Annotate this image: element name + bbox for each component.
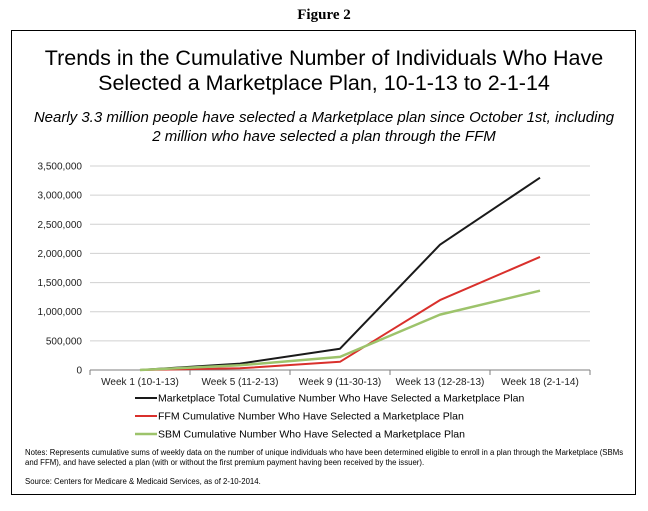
y-tick-label: 3,000,000 <box>38 191 83 202</box>
series-line-2 <box>139 255 541 371</box>
legend-label-1: Marketplace Total Cumulative Number Who … <box>158 393 524 405</box>
x-tick-label: Week 9 (11-30-13) <box>299 377 381 388</box>
legend-layer: Marketplace Total Cumulative Number Who … <box>135 393 524 441</box>
figure-frame <box>11 30 636 495</box>
y-tick-label: 2,500,000 <box>38 220 83 231</box>
legend-label-3: SBM Cumulative Number Who Have Selected … <box>158 429 465 441</box>
chart-subtitle-line-2: 2 million who have selected a plan throu… <box>152 128 496 145</box>
x-tick-label: Week 18 (2-1-14) <box>501 377 579 388</box>
y-tick-label: 3,500,000 <box>38 162 83 173</box>
chart-title-line-1: Trends in the Cumulative Number of Indiv… <box>44 46 604 70</box>
chart-notes: Notes: Represents cumulative sums of wee… <box>25 448 624 467</box>
grid-layer <box>90 165 590 342</box>
chart-title-line-2: Selected a Marketplace Plan, 10-1-13 to … <box>98 71 550 95</box>
series-line-3 <box>139 289 541 372</box>
legend-label-2: FFM Cumulative Number Who Have Selected … <box>158 411 464 423</box>
chart-source: Source: Centers for Medicare & Medicaid … <box>25 477 261 486</box>
y-tick-label: 1,500,000 <box>38 278 83 289</box>
figure-label: Figure 2 <box>297 7 351 23</box>
chart-title: Trends in the Cumulative Number of Indiv… <box>0 46 648 96</box>
chart-subtitle-line-1: Nearly 3.3 million people have selected … <box>33 109 615 126</box>
y-tick-label: 1,000,000 <box>38 307 83 318</box>
x-tick-label: Week 5 (11-2-13) <box>202 377 279 388</box>
y-tick-label: 0 <box>76 366 82 377</box>
y-tick-label: 2,000,000 <box>38 249 83 260</box>
chart-subtitle: Nearly 3.3 million people have selected … <box>0 108 648 146</box>
axis-layer: 0 500,000 1,000,000 1,500,000 2,000,000 2,500… <box>38 162 591 388</box>
x-tick-label: Week 13 (12-28-13) <box>396 377 485 388</box>
x-tick-label: Week 1 (10-1-13) <box>101 377 179 388</box>
series-layer <box>139 176 541 372</box>
y-tick-label: 500,000 <box>46 336 83 347</box>
